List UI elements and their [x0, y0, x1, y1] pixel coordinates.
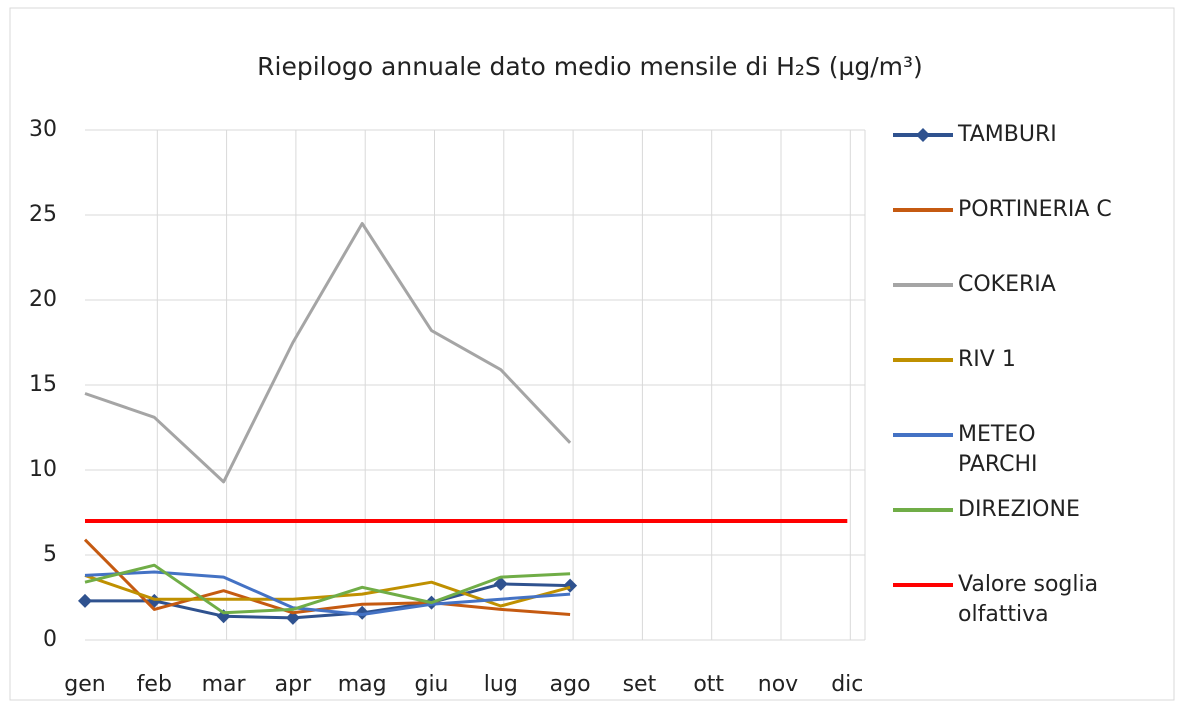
series-line	[83, 538, 571, 616]
x-tick-label: mar	[202, 672, 247, 697]
chart-title: Riepilogo annuale dato medio mensile di …	[257, 52, 923, 81]
y-tick-label: 30	[29, 117, 57, 142]
x-tick-label: feb	[137, 672, 172, 697]
series-line	[84, 573, 571, 608]
series-line	[84, 563, 571, 615]
x-tick-label: apr	[275, 672, 312, 697]
legend-label: RIV 1	[958, 347, 1016, 372]
series-line	[84, 222, 572, 484]
y-tick-label: 5	[43, 542, 57, 567]
x-tick-label: gen	[64, 672, 105, 697]
x-tick-label: mag	[338, 672, 387, 697]
legend-label: TAMBURI	[958, 122, 1057, 147]
legend-label: Valore soglia olfattiva	[958, 572, 1099, 627]
y-tick-label: 10	[29, 457, 57, 482]
y-tick-label: 25	[29, 202, 57, 227]
x-tick-label: ott	[693, 672, 724, 697]
point-marker	[355, 605, 370, 620]
point-marker	[285, 610, 300, 625]
x-tick-label: dic	[831, 672, 863, 697]
legend-marker	[916, 128, 930, 142]
chart-border	[9, 7, 1175, 701]
x-tick-label: set	[623, 672, 657, 697]
legend-label: DIREZIONE	[958, 497, 1080, 522]
x-tick-label: ago	[550, 672, 591, 697]
y-tick-label: 0	[43, 627, 57, 652]
x-tick-label: lug	[484, 672, 518, 697]
series-line	[85, 582, 571, 620]
y-tick-label: 20	[29, 287, 57, 312]
legend-label: METEO PARCHI	[958, 422, 1038, 477]
x-tick-label: giu	[414, 672, 448, 697]
x-tick-label: nov	[758, 672, 798, 697]
legend-label: PORTINERIA C	[958, 197, 1112, 222]
point-marker	[563, 578, 578, 593]
point-marker	[78, 593, 92, 608]
legend-label: COKERIA	[958, 272, 1056, 297]
y-tick-label: 15	[29, 372, 57, 397]
point-marker	[493, 576, 508, 591]
